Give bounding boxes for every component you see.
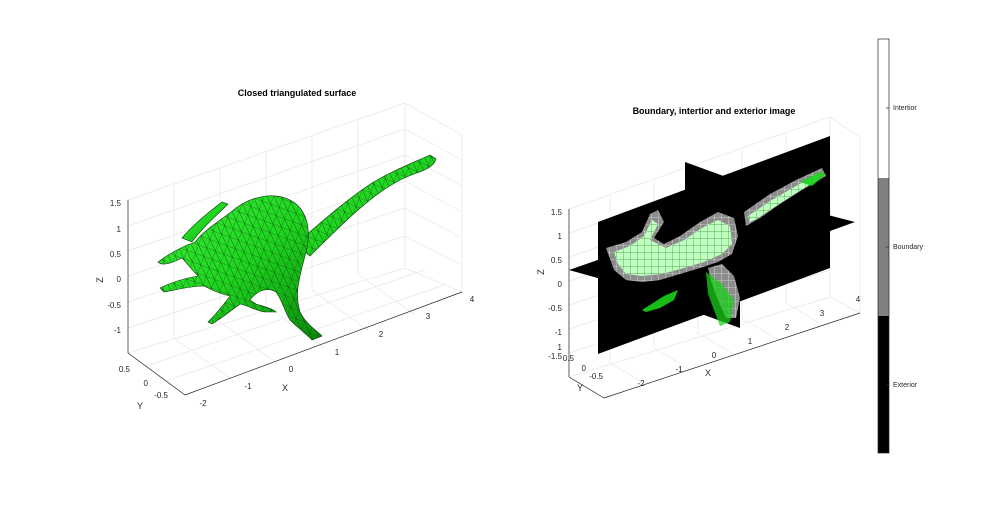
right-grid-line: [609, 362, 646, 385]
colorbar-boundary-swatch: [878, 178, 889, 316]
right-y-tick: 0: [582, 364, 587, 373]
interior-voxels-core: [614, 220, 732, 276]
right-z-tick: -0.5: [548, 304, 562, 313]
left-grid-line: [173, 337, 232, 380]
left-z-ticks: 1.5 1 0.5 0 -0.5 -1: [107, 199, 121, 335]
left-z-tick: -0.5: [107, 301, 121, 310]
left-grid-line: [357, 273, 416, 316]
left-z-label: Z: [95, 277, 105, 283]
left-y-tick: 0.5: [119, 365, 131, 374]
left-grid-line: [265, 305, 324, 348]
surface-overlay-tail-tip: [800, 172, 826, 186]
surface-overlay-foot: [642, 290, 678, 312]
left-x-ticks: -2 -1 0 1 2 3 4: [199, 295, 474, 408]
dinosaur-body-mesh: [158, 195, 322, 340]
colorbar-frame: [877, 38, 890, 454]
left-surface: [157, 154, 437, 341]
right-z-tick: 0.5: [551, 256, 563, 265]
left-z-tick: 1: [117, 225, 122, 234]
right-x-tick: -2: [637, 379, 645, 388]
left-grid-line: [404, 207, 463, 239]
left-y-tick: -0.5: [154, 391, 168, 400]
right-x-tick: 1: [748, 337, 753, 346]
left-axis-lines: [127, 200, 463, 396]
right-axes: Boundary, intertior and exterior image: [536, 106, 861, 399]
left-y-ticks: 0.5 0 -0.5: [119, 365, 169, 400]
right-z-tick: 1.5: [551, 208, 563, 217]
left-y-label: Y: [137, 401, 143, 411]
right-x-tick: 3: [820, 309, 825, 318]
right-z-tick: -1.5: [548, 352, 562, 361]
left-x-axis-line: [184, 291, 463, 396]
right-x-tick: 4: [856, 295, 861, 304]
right-y-tick: 1: [558, 343, 563, 352]
right-z-ticks: 1.5 1 0.5 0 -0.5 -1 -1.5: [548, 208, 562, 361]
left-x-tick: 1: [335, 348, 340, 357]
left-grid-line: [311, 289, 370, 332]
right-grid-line: [741, 317, 778, 340]
colorbar-label-boundary: Boundary: [893, 244, 923, 251]
left-chart-title: Closed triangulated surface: [238, 88, 357, 98]
right-y-ticks: 1 0.5 0 -0.5: [558, 343, 604, 381]
right-y-tick: 0.5: [563, 354, 575, 363]
left-x-tick: 0: [289, 365, 294, 374]
left-z-tick: 1.5: [110, 199, 122, 208]
colorbar-label-interior: Intertior: [893, 105, 917, 112]
right-y-tick: -0.5: [589, 372, 603, 381]
right-x-tick: 2: [785, 323, 790, 332]
right-z-label: Z: [536, 269, 546, 275]
left-grid-line: [404, 235, 463, 266]
colorbar-exterior-swatch: [878, 316, 889, 453]
left-x-tick: 3: [426, 312, 431, 321]
left-y-tick: 0: [144, 379, 149, 388]
right-x-tick: -1: [675, 365, 683, 374]
right-y-axis-line: [568, 376, 605, 399]
colorbar-interior-swatch: [878, 39, 889, 178]
right-chart-title: Boundary, intertior and exterior image: [633, 106, 796, 116]
right-axis-lines: [568, 209, 861, 399]
left-x-tick: 2: [379, 330, 384, 339]
left-z-tick: 0: [117, 275, 122, 284]
left-x-tick: 4: [470, 295, 475, 304]
right-x-tick: 0: [712, 351, 717, 360]
right-z-tick: -1: [555, 328, 563, 337]
left-x-tick: -1: [244, 382, 252, 391]
right-z-tick: 0: [558, 280, 563, 289]
interior-voxels-tail-core: [748, 174, 820, 222]
slice-planes: [569, 136, 855, 354]
right-y-label: Y: [577, 383, 583, 393]
left-grid-line: [145, 269, 425, 367]
left-x-label: X: [282, 383, 288, 393]
colorbar-label-exterior: Exterior: [893, 382, 918, 389]
right-grid-line: [653, 347, 690, 370]
left-z-tick: 0.5: [110, 250, 122, 259]
left-grid-line: [404, 128, 463, 161]
right-x-ticks: -2 -1 0 1 2 3 4: [637, 295, 860, 388]
left-x-tick: -2: [199, 399, 207, 408]
right-x-label: X: [705, 368, 711, 378]
left-y-axis-line: [127, 352, 186, 396]
right-grid-line: [697, 332, 734, 355]
right-grid-line: [785, 302, 822, 325]
right-z-tick: 1: [558, 232, 563, 241]
left-grid-line: [404, 154, 463, 187]
left-grid-line: [404, 180, 463, 213]
surface-overlay-leg: [706, 272, 734, 326]
left-axes: Closed triangulated surface: [95, 88, 475, 411]
dinosaur-crest-surface: [181, 201, 229, 243]
colorbar: Intertior Boundary Exterior: [877, 38, 923, 454]
right-x-axis-line: [603, 312, 861, 399]
left-grid-line: [219, 321, 278, 364]
dinosaur-tail-mesh: [296, 155, 436, 256]
left-z-tick: -1: [114, 326, 122, 335]
